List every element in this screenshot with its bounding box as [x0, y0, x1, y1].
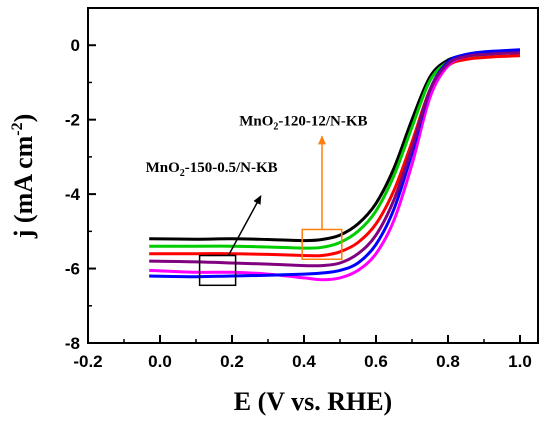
series-line-4 [149, 48, 521, 279]
x-tick-label: 0.2 [220, 352, 244, 371]
svg-text:j (mA cm-2): j (mA cm-2) [9, 114, 38, 240]
y-axis-label: j (mA cm-2) [9, 114, 38, 240]
x-tick-label: 0.4 [292, 352, 316, 371]
x-axis: -0.2 0.0 0.2 0.4 0.6 0.8 1.0 [73, 335, 532, 371]
y-tick-label: -6 [65, 260, 80, 279]
curves-layer [149, 48, 521, 282]
annotation-arrow-0 [227, 195, 262, 256]
y-tick-label: -2 [65, 111, 80, 130]
annotation-box-0 [198, 254, 237, 287]
y-axis: -8 -6 -4 -2 0 [65, 36, 96, 353]
y-tick-label: -4 [65, 185, 81, 204]
series-line-0 [149, 51, 521, 243]
x-tick-label: 0.6 [364, 352, 388, 371]
series-line-2 [149, 54, 521, 258]
x-axis-label: E (V vs. RHE) [234, 387, 392, 416]
series-line-1 [149, 51, 521, 250]
plot-frame [87, 7, 539, 344]
y-tick-label: 0 [71, 36, 80, 55]
annotation-label-0: MnO2-150-0.5/N-KB [146, 160, 278, 179]
y-tick-label: -8 [65, 334, 80, 353]
x-tick-label: 1.0 [508, 352, 532, 371]
annotation-label-1: MnO2-120-12/N-KB [239, 113, 367, 132]
y-axis-label-main: j (mA cm [9, 135, 38, 239]
annotations-layer: MnO2-150-0.5/N-KB MnO2-120-12/N-KB [146, 113, 368, 287]
x-tick-label: 0.0 [148, 352, 172, 371]
y-axis-label-exponent: -2 [9, 122, 26, 135]
x-tick-label: -0.2 [73, 352, 102, 371]
series-line-5 [149, 51, 521, 268]
x-tick-label: 0.8 [436, 352, 460, 371]
